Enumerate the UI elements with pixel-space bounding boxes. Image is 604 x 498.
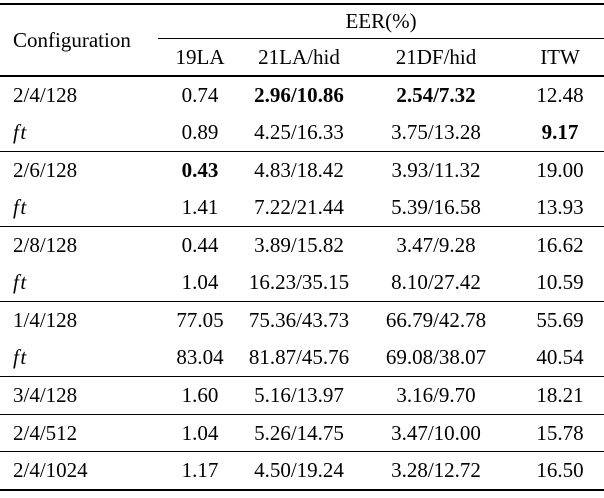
value-cell: 4.50/19.24 — [242, 451, 356, 490]
value-cell: 12.48 — [536, 82, 584, 107]
config-cell: ft — [13, 345, 28, 370]
config-cell: ft — [13, 270, 28, 295]
value-cell: 81.87/45.76 — [248, 345, 350, 370]
config-cell: 3/4/128 — [0, 376, 158, 415]
group-header-row: Configuration EER(%) — [0, 4, 604, 77]
config-cell: 2/6/128 — [0, 150, 158, 189]
value-cell: 40.54 — [536, 345, 584, 370]
column-group-header-eer: EER(%) — [158, 4, 604, 39]
column-header-21df-hid: 21DF/hid — [356, 38, 516, 77]
config-cell: 2/8/128 — [0, 225, 158, 264]
config-cell: 2/4/1024 — [0, 451, 158, 490]
value-cell: 16.23/35.15 — [248, 270, 350, 295]
table-row: 2/6/128 0.43 4.83/18.42 3.93/11.32 19.00 — [0, 150, 604, 189]
table-header: Configuration EER(%) 19LA 21LA/hid 21DF/… — [0, 4, 604, 77]
table-row: 2/4/1024 1.17 4.50/19.24 3.28/12.72 16.50 — [0, 451, 604, 490]
value-cell: 10.59 — [536, 270, 584, 295]
value-cell: 3.47/9.28 — [356, 225, 516, 264]
value-cell: 16.62 — [516, 225, 604, 264]
value-cell: 3.93/11.32 — [356, 150, 516, 189]
value-cell: 75.36/43.73 — [242, 301, 356, 340]
table-row: ft 1.41 7.22/21.44 5.39/16.58 13.93 — [0, 189, 604, 227]
value-cell: 0.89 — [181, 119, 219, 144]
config-cell: 1/4/128 — [0, 301, 158, 340]
value-cell: 5.39/16.58 — [391, 194, 481, 219]
value-cell: 4.83/18.42 — [242, 150, 356, 189]
value-cell: 1.17 — [158, 451, 242, 490]
value-cell: 1.60 — [158, 376, 242, 415]
config-cell: ft — [13, 194, 28, 219]
table-row: 3/4/128 1.60 5.16/13.97 3.16/9.70 18.21 — [0, 376, 604, 415]
table-row: ft 83.04 81.87/45.76 69.08/38.07 40.54 — [0, 339, 604, 377]
results-table: Configuration EER(%) 19LA 21LA/hid 21DF/… — [0, 3, 604, 491]
value-cell: 1.41 — [181, 194, 219, 219]
table-row: ft 1.04 16.23/35.15 8.10/27.42 10.59 — [0, 264, 604, 302]
value-cell: 16.50 — [516, 451, 604, 490]
sub-header-row: 19LA 21LA/hid 21DF/hid ITW — [0, 38, 604, 77]
value-cell: 4.25/16.33 — [254, 119, 344, 144]
value-cell: 7.22/21.44 — [254, 194, 344, 219]
value-cell: 0.74 — [181, 82, 219, 107]
value-cell: 3.16/9.70 — [356, 376, 516, 415]
table-row: 1/4/128 77.05 75.36/43.73 66.79/42.78 55.69 — [0, 301, 604, 340]
table-row: 2/4/512 1.04 5.26/14.75 3.47/10.00 15.78 — [0, 413, 604, 452]
value-cell: 55.69 — [516, 301, 604, 340]
column-header-configuration: Configuration — [0, 4, 158, 77]
table-row: 2/8/128 0.44 3.89/15.82 3.47/9.28 16.62 — [0, 225, 604, 264]
value-cell: 18.21 — [516, 376, 604, 415]
value-cell: 1.04 — [181, 270, 219, 295]
value-cell: 66.79/42.78 — [356, 301, 516, 340]
value-cell: 1.04 — [158, 413, 242, 452]
value-cell: 13.93 — [536, 194, 584, 219]
value-cell: 0.43 — [158, 150, 242, 189]
config-cell: 2/4/128 — [13, 82, 78, 107]
value-cell: 5.26/14.75 — [242, 413, 356, 452]
value-cell: 5.16/13.97 — [242, 376, 356, 415]
value-cell: 3.28/12.72 — [356, 451, 516, 490]
table-row: 2/4/128 0.74 2.96/10.86 2.54/7.32 12.48 — [0, 76, 604, 114]
value-cell: 83.04 — [176, 345, 224, 370]
config-cell: 2/4/512 — [0, 413, 158, 452]
value-cell: 0.44 — [158, 225, 242, 264]
value-cell: 2.54/7.32 — [396, 82, 476, 107]
column-header-21la-hid: 21LA/hid — [242, 38, 356, 77]
value-cell: 8.10/27.42 — [391, 270, 481, 295]
value-cell: 15.78 — [516, 413, 604, 452]
table-body: 2/4/128 0.74 2.96/10.86 2.54/7.32 12.48 ft 0.8… — [0, 76, 604, 490]
value-cell: 69.08/38.07 — [385, 345, 487, 370]
table-row: ft 0.89 4.25/16.33 3.75/13.28 9.17 — [0, 114, 604, 152]
config-cell: ft — [13, 119, 28, 144]
value-cell: 2.96/10.86 — [254, 82, 344, 107]
value-cell: 9.17 — [541, 119, 579, 144]
value-cell: 3.89/15.82 — [242, 225, 356, 264]
column-header-itw: ITW — [516, 38, 604, 77]
value-cell: 3.47/10.00 — [356, 413, 516, 452]
value-cell: 77.05 — [158, 301, 242, 340]
column-header-19la: 19LA — [158, 38, 242, 77]
value-cell: 3.75/13.28 — [391, 119, 481, 144]
value-cell: 19.00 — [516, 150, 604, 189]
